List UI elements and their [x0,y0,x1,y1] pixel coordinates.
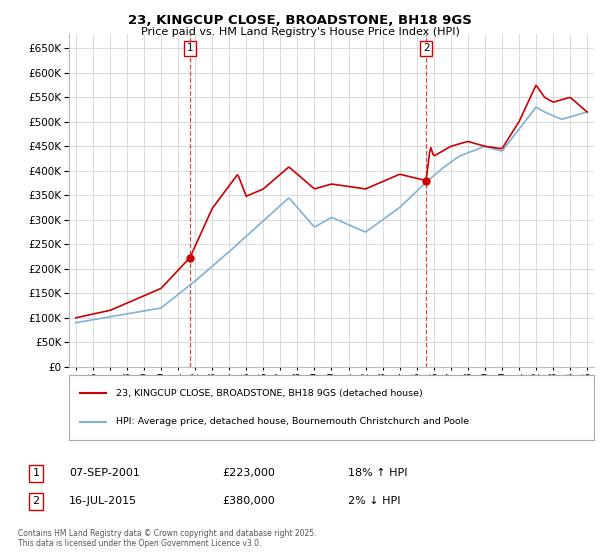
Text: £380,000: £380,000 [222,496,275,506]
Text: 07-SEP-2001: 07-SEP-2001 [69,468,140,478]
Text: 1: 1 [32,468,40,478]
Text: £223,000: £223,000 [222,468,275,478]
Text: Price paid vs. HM Land Registry's House Price Index (HPI): Price paid vs. HM Land Registry's House … [140,27,460,37]
Text: 2% ↓ HPI: 2% ↓ HPI [348,496,401,506]
Text: 1: 1 [187,43,193,53]
Text: 23, KINGCUP CLOSE, BROADSTONE, BH18 9GS: 23, KINGCUP CLOSE, BROADSTONE, BH18 9GS [128,14,472,27]
Text: Contains HM Land Registry data © Crown copyright and database right 2025.
This d: Contains HM Land Registry data © Crown c… [18,529,317,548]
Text: 23, KINGCUP CLOSE, BROADSTONE, BH18 9GS (detached house): 23, KINGCUP CLOSE, BROADSTONE, BH18 9GS … [116,389,423,398]
Text: 16-JUL-2015: 16-JUL-2015 [69,496,137,506]
Text: 2: 2 [423,43,430,53]
Text: 18% ↑ HPI: 18% ↑ HPI [348,468,407,478]
Text: HPI: Average price, detached house, Bournemouth Christchurch and Poole: HPI: Average price, detached house, Bour… [116,417,469,426]
Text: 2: 2 [32,496,40,506]
